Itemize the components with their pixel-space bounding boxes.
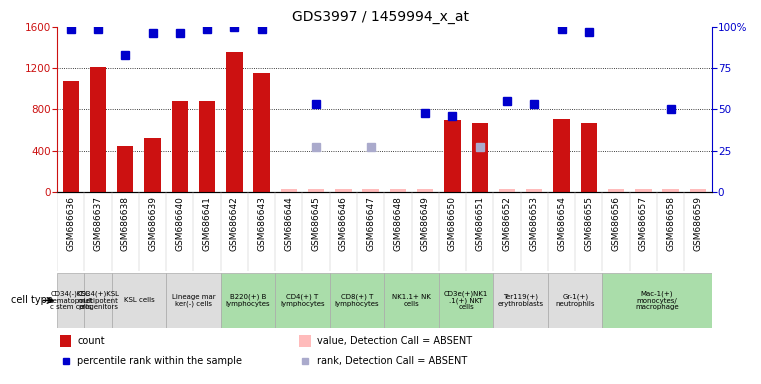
- Text: CD3e(+)NK1
.1(+) NKT
cells: CD3e(+)NK1 .1(+) NKT cells: [444, 290, 489, 311]
- Bar: [444, 120, 460, 192]
- Text: GSM686643: GSM686643: [257, 196, 266, 251]
- Bar: [526, 189, 543, 192]
- Text: value, Detection Call = ABSENT: value, Detection Call = ABSENT: [317, 336, 472, 346]
- Bar: [553, 119, 570, 192]
- Bar: [62, 81, 79, 192]
- Bar: [308, 189, 324, 192]
- Bar: [439, 273, 493, 328]
- Text: GSM686640: GSM686640: [175, 196, 184, 251]
- Text: rank, Detection Call = ABSENT: rank, Detection Call = ABSENT: [317, 356, 467, 366]
- Text: GSM686656: GSM686656: [612, 196, 620, 251]
- Bar: [275, 273, 330, 328]
- Text: NK1.1+ NK
cells: NK1.1+ NK cells: [392, 294, 431, 307]
- Text: GSM686637: GSM686637: [94, 196, 103, 251]
- Bar: [59, 335, 72, 347]
- Bar: [493, 273, 548, 328]
- Bar: [57, 273, 84, 328]
- Bar: [226, 52, 243, 192]
- Bar: [390, 189, 406, 192]
- Bar: [299, 335, 311, 347]
- Text: GSM686642: GSM686642: [230, 196, 239, 251]
- Text: GSM686648: GSM686648: [393, 196, 403, 251]
- Text: Mac-1(+)
monocytes/
macrophage: Mac-1(+) monocytes/ macrophage: [635, 291, 679, 310]
- Bar: [253, 73, 269, 192]
- Bar: [548, 273, 603, 328]
- Bar: [472, 123, 488, 192]
- Bar: [117, 146, 133, 192]
- Text: CD34(-)KSL
hematopoiet
c stem cells: CD34(-)KSL hematopoiet c stem cells: [49, 291, 93, 310]
- Bar: [90, 67, 107, 192]
- Text: CD34(+)KSL
multipotent
progenitors: CD34(+)KSL multipotent progenitors: [76, 291, 119, 310]
- Bar: [362, 189, 379, 192]
- Bar: [172, 101, 188, 192]
- Text: GSM686644: GSM686644: [285, 196, 293, 251]
- Bar: [662, 189, 679, 192]
- Bar: [635, 189, 651, 192]
- Bar: [608, 189, 624, 192]
- Bar: [112, 273, 166, 328]
- Bar: [166, 273, 221, 328]
- Text: GSM686638: GSM686638: [121, 196, 129, 251]
- Text: GSM686652: GSM686652: [502, 196, 511, 251]
- Text: GDS3997 / 1459994_x_at: GDS3997 / 1459994_x_at: [292, 10, 469, 23]
- Text: count: count: [78, 336, 105, 346]
- Text: Gr-1(+)
neutrophils: Gr-1(+) neutrophils: [556, 294, 595, 307]
- Text: GSM686659: GSM686659: [693, 196, 702, 251]
- Bar: [689, 189, 706, 192]
- Text: GSM686646: GSM686646: [339, 196, 348, 251]
- Text: GSM686650: GSM686650: [448, 196, 457, 251]
- Bar: [221, 273, 275, 328]
- Text: GSM686647: GSM686647: [366, 196, 375, 251]
- Bar: [145, 138, 161, 192]
- Text: percentile rank within the sample: percentile rank within the sample: [78, 356, 242, 366]
- Text: GSM686639: GSM686639: [148, 196, 157, 251]
- Bar: [499, 189, 515, 192]
- Text: GSM686653: GSM686653: [530, 196, 539, 251]
- Text: B220(+) B
lymphocytes: B220(+) B lymphocytes: [226, 294, 270, 307]
- Text: Lineage mar
ker(-) cells: Lineage mar ker(-) cells: [172, 294, 215, 307]
- Bar: [581, 123, 597, 192]
- Bar: [335, 189, 352, 192]
- Bar: [417, 189, 434, 192]
- Text: Ter119(+)
erythroblasts: Ter119(+) erythroblasts: [498, 294, 543, 307]
- Bar: [84, 273, 112, 328]
- Text: GSM686654: GSM686654: [557, 196, 566, 251]
- Text: CD8(+) T
lymphocytes: CD8(+) T lymphocytes: [335, 294, 379, 307]
- Text: GSM686657: GSM686657: [639, 196, 648, 251]
- Text: GSM686641: GSM686641: [202, 196, 212, 251]
- Bar: [330, 273, 384, 328]
- Text: GSM686645: GSM686645: [312, 196, 320, 251]
- Text: GSM686636: GSM686636: [66, 196, 75, 251]
- Text: GSM686655: GSM686655: [584, 196, 594, 251]
- Bar: [603, 273, 712, 328]
- Bar: [384, 273, 439, 328]
- Text: GSM686649: GSM686649: [421, 196, 430, 251]
- Text: cell type: cell type: [11, 295, 53, 306]
- Bar: [281, 189, 297, 192]
- Text: GSM686651: GSM686651: [476, 196, 484, 251]
- Text: KSL cells: KSL cells: [123, 298, 154, 303]
- Text: GSM686658: GSM686658: [666, 196, 675, 251]
- Text: CD4(+) T
lymphocytes: CD4(+) T lymphocytes: [280, 294, 325, 307]
- Bar: [199, 101, 215, 192]
